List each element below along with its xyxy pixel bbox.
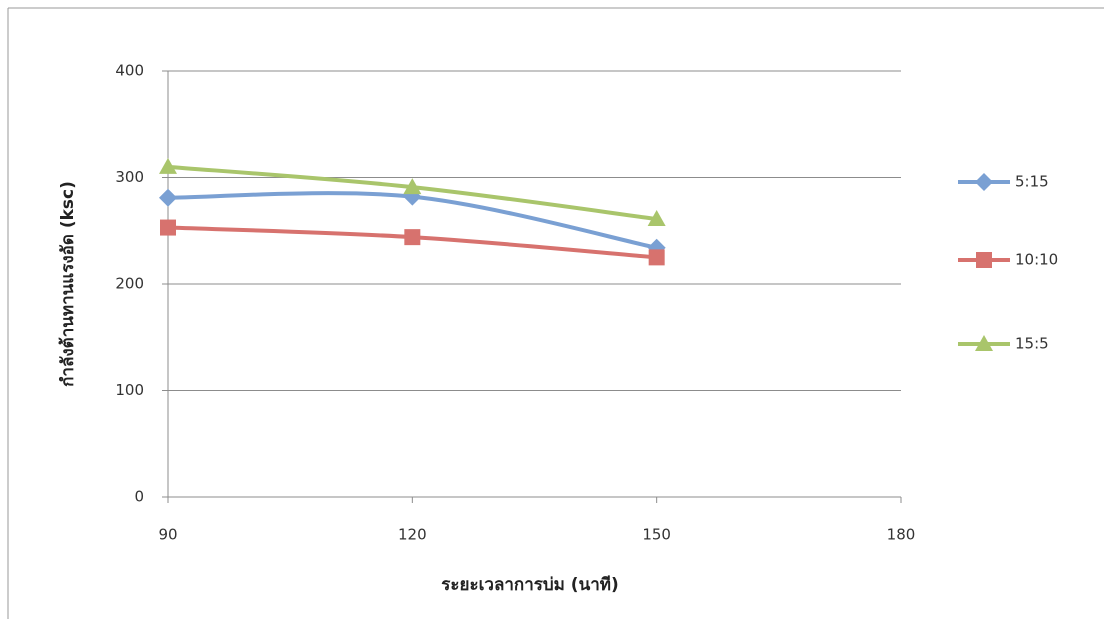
marker bbox=[404, 229, 420, 245]
x-tick-label: 120 bbox=[398, 526, 427, 544]
x-tick-label: 90 bbox=[158, 526, 177, 544]
y-tick-label: 100 bbox=[115, 381, 144, 399]
y-tick-label: 200 bbox=[115, 275, 144, 293]
y-tick-label: 300 bbox=[115, 168, 144, 186]
legend-marker bbox=[976, 252, 992, 268]
legend-label: 5:15 bbox=[1015, 173, 1049, 191]
marker bbox=[160, 220, 176, 236]
x-axis-title: ระยะเวลาการบ่ม (นาที) bbox=[441, 574, 618, 595]
legend-label: 10:10 bbox=[1015, 251, 1058, 269]
marker bbox=[159, 189, 177, 207]
x-tick-label: 180 bbox=[887, 526, 916, 544]
legend-marker bbox=[975, 173, 993, 191]
legend-label: 15:5 bbox=[1015, 335, 1049, 353]
y-axis-title: กำลังต้านทานแรงอัด (ksc) bbox=[58, 181, 78, 387]
y-tick-label: 400 bbox=[115, 62, 144, 80]
chart: ระยะเวลาการบ่ม (นาที) กำลังต้านทานแรงอัด… bbox=[0, 0, 1104, 619]
marker bbox=[649, 249, 665, 265]
x-tick-label: 150 bbox=[642, 526, 671, 544]
y-tick-label: 0 bbox=[134, 488, 144, 506]
